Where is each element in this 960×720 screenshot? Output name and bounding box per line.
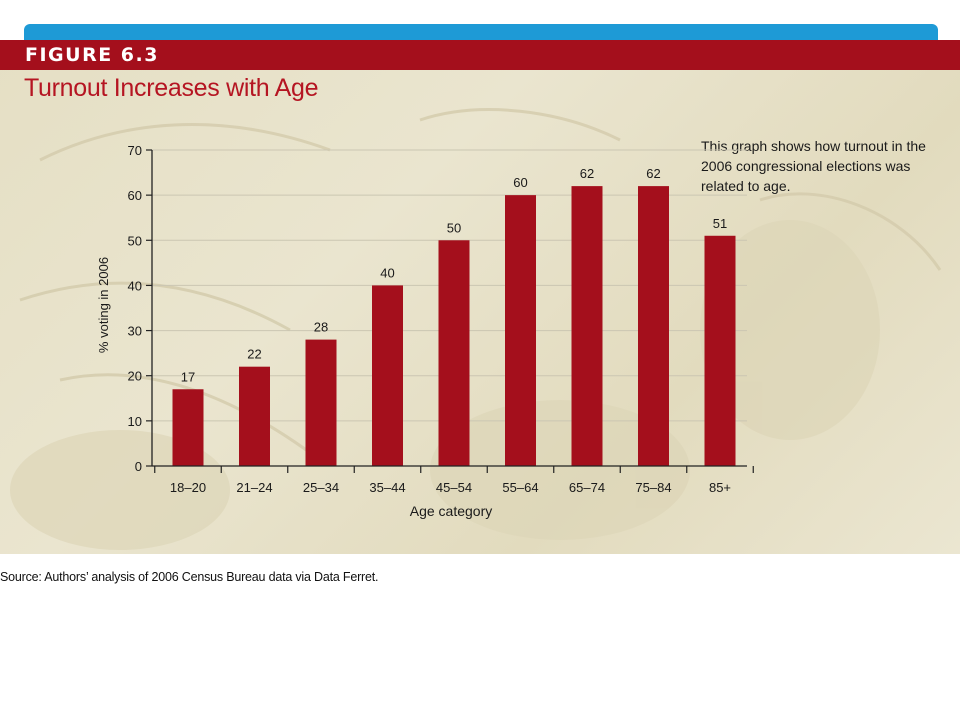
bar-3 [305,339,337,466]
axes [146,149,754,473]
bars [172,186,736,466]
figure-label: FIGURE 6.3 [25,44,159,66]
y-tick-label: 20 [128,369,142,384]
data-label: 62 [646,166,660,181]
chart-title: Turnout Increases with Age [24,74,319,102]
x-tick-label: 65–74 [569,480,605,495]
y-tick-label: 60 [128,188,142,203]
figure-note: This graph shows how turnout in the 2006… [701,138,926,194]
data-label: 51 [713,216,727,231]
y-tick-label: 0 [135,459,142,474]
data-label: 28 [314,320,328,335]
data-label: 17 [181,369,195,384]
y-tick-label: 40 [128,278,142,293]
x-tick-label: 21–24 [236,480,272,495]
x-tick-labels: 18–20 21–24 25–34 35–44 45–54 55–64 65–74 75–84… [170,480,731,495]
data-labels: 17 22 28 40 50 60 62 62 51 [181,166,727,384]
data-label: 40 [380,265,394,280]
x-tick-label: 85+ [709,480,731,495]
x-tick-label: 45–54 [436,480,472,495]
bar-1 [172,389,204,466]
x-tick-label: 75–84 [635,480,671,495]
bar-chart: 0 10 20 30 40 50 60 70 18–20 21–24 25–34 35–44 45–5… [96,143,754,519]
data-label: 60 [513,175,527,190]
bar-9 [704,235,736,466]
source-note: Source: Authors’ analysis of 2006 Census… [0,570,379,584]
bar-8 [638,186,669,466]
y-tick-label: 10 [128,414,142,429]
y-axis-label: % voting in 2006 [96,257,111,353]
bar-4 [372,285,403,466]
y-tick-label: 70 [128,143,142,158]
x-axis-label: Age category [410,503,493,519]
bar-5 [438,240,470,466]
figure-header-band: FIGURE 6.3 [0,40,960,70]
y-tick-label: 30 [128,324,142,339]
data-label: 50 [447,220,461,235]
bar-7 [571,186,603,466]
bar-2 [239,366,270,466]
x-tick-label: 18–20 [170,480,206,495]
y-tick-label: 50 [128,233,142,248]
x-tick-label: 25–34 [303,480,339,495]
data-label: 22 [247,347,261,362]
x-tick-label: 55–64 [502,480,538,495]
x-tick-label: 35–44 [369,480,405,495]
bar-6 [505,195,536,466]
data-label: 62 [580,166,594,181]
y-tick-labels: 0 10 20 30 40 50 60 70 [128,143,142,474]
